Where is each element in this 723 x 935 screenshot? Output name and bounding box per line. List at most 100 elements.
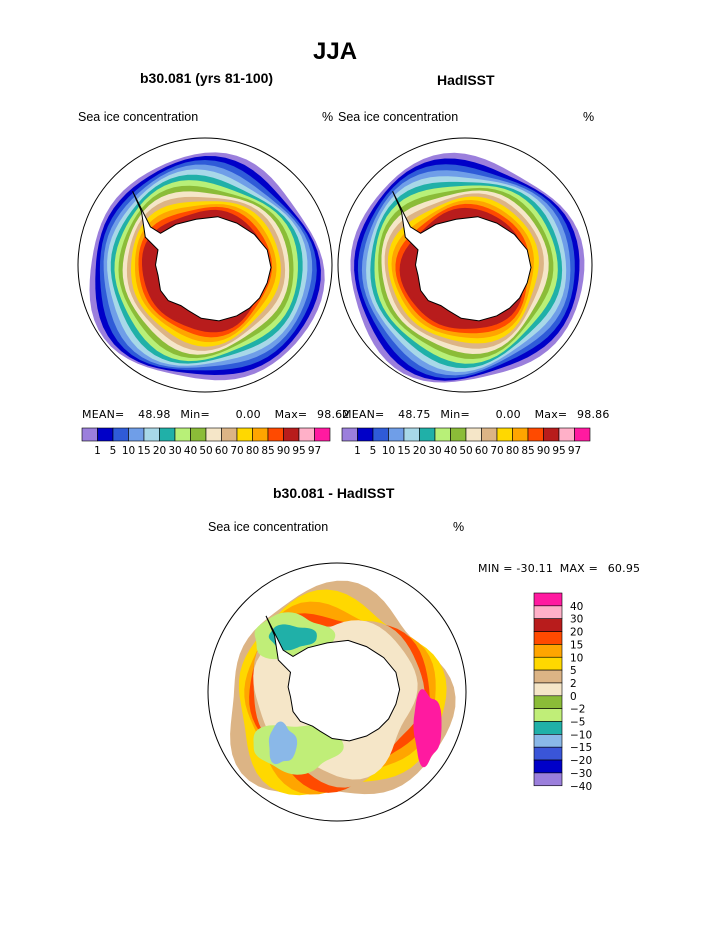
colorbar2-tick-label: 85 — [521, 445, 534, 457]
diff-colorbar-tick-label: −30 — [570, 768, 592, 780]
diff-colorbar-tick-label: −40 — [570, 781, 592, 793]
diff-colorbar-tick-label: 2 — [570, 678, 577, 690]
colorbar1-tick-label: 70 — [230, 445, 243, 457]
colorbar2-swatch — [574, 427, 591, 442]
diff-colorbar-swatch — [533, 759, 563, 774]
colorbar2-tick-label: 70 — [490, 445, 503, 457]
diff-max-label: MAX = — [559, 562, 599, 575]
colorbar2-swatch — [450, 427, 467, 442]
colorbar2-tick-label: 95 — [552, 445, 565, 457]
map-boundary — [207, 562, 467, 822]
diff-colorbar-tick-label: 30 — [570, 614, 583, 626]
colorbar2-tick-label: 97 — [568, 445, 581, 457]
panel1-min-value: 0.00 — [235, 408, 261, 421]
diff-colorbar-swatch — [533, 734, 563, 748]
panel2-units-label: % — [583, 110, 595, 124]
colorbar2-tick-label: 40 — [444, 445, 457, 457]
colorbar2-swatch — [434, 427, 451, 442]
colorbar1-tick-label: 15 — [137, 445, 150, 457]
diff-colorbar-tick-label: −20 — [570, 755, 592, 767]
panel2-variable-label: Sea ice concentration — [338, 110, 459, 124]
colorbar1-tick-label: 10 — [122, 445, 135, 457]
panel1-variable-label: Sea ice concentration — [78, 110, 199, 124]
diff-colorbar-swatch — [533, 631, 563, 645]
diff-colorbar-tick-label: 40 — [570, 601, 583, 613]
panel2-mean-value: 48.75 — [398, 408, 431, 421]
colorbar1-tick-label: 60 — [215, 445, 228, 457]
colorbar1-tick-label: 5 — [110, 445, 117, 457]
colorbar1-swatch — [81, 427, 98, 442]
diff-colorbar-swatch — [533, 682, 563, 697]
colorbar2-swatch — [558, 427, 575, 442]
colorbar2-tick-label: 30 — [428, 445, 441, 457]
diff-colorbar-tick-label: −5 — [570, 717, 585, 729]
diff-colorbar-swatch — [533, 746, 563, 761]
colorbar2-tick-label: 10 — [382, 445, 395, 457]
colorbar2-swatch — [481, 427, 498, 442]
colorbar1-tick-label: 85 — [261, 445, 274, 457]
diff-subtitle: b30.081 - HadISST — [273, 485, 395, 501]
diff-map — [207, 562, 467, 822]
colorbar2-tick-label: 15 — [397, 445, 410, 457]
diff-colorbar-tick-label: 5 — [570, 665, 577, 677]
colorbar1-swatch — [283, 427, 300, 442]
sic-map-2 — [337, 137, 593, 393]
colorbar1-tick-label: 1 — [94, 445, 101, 457]
panel2-subtitle: HadISST — [437, 72, 495, 88]
panel2-mean-label: MEAN= — [342, 408, 385, 421]
colorbar1-swatch — [314, 427, 331, 442]
colorbar1-swatch — [252, 427, 269, 442]
diff-colorbar-tick-label: 0 — [570, 691, 577, 703]
colorbar2-tick-label: 20 — [413, 445, 426, 457]
colorbar1-swatch — [267, 427, 284, 442]
diff-colorbar-swatch — [533, 708, 563, 722]
colorbar1-swatch — [174, 427, 191, 442]
diff-colorbar-tick-label: −10 — [570, 729, 592, 741]
panel1-stats: MEAN= 48.98 Min= 0.00 Max= 98.62 — [82, 408, 350, 421]
panel1-subtitle: b30.081 (yrs 81-100) — [140, 70, 274, 86]
panel2-stats: MEAN= 48.75 Min= 0.00 Max= 98.86 — [342, 408, 610, 421]
diff-minmax: MIN = -30.11 MAX = 60.95 — [478, 562, 640, 575]
map-boundary — [337, 137, 593, 393]
diff-colorbar-swatch — [533, 618, 563, 632]
colorbar2-swatch — [403, 427, 420, 442]
colorbar1-swatch — [298, 427, 315, 442]
colorbar1-tick-label: 80 — [246, 445, 259, 457]
colorbar2-swatch — [512, 427, 529, 442]
colorbar2-swatch — [527, 427, 544, 442]
sic-map-1 — [77, 137, 333, 393]
diff-colorbar-tick-label: 15 — [570, 639, 583, 651]
diff-colorbar-swatch — [533, 644, 563, 658]
diff-units-label: % — [453, 520, 465, 534]
colorbar1-tick-label: 20 — [153, 445, 166, 457]
colorbar2-tick-label: 60 — [475, 445, 488, 457]
diff-variable-label: Sea ice concentration — [208, 520, 329, 534]
diff-max-value: 60.95 — [607, 562, 641, 575]
panel1-units-label: % — [322, 110, 334, 124]
panel1-min-label: Min= — [180, 408, 210, 421]
diff-colorbar-swatch — [533, 669, 563, 684]
colorbar2-swatch — [543, 427, 560, 442]
antarctica-landmass — [392, 191, 532, 322]
diff-colorbar-swatch — [533, 656, 563, 671]
colorbar2-swatch — [341, 427, 358, 442]
colorbar1-swatch — [143, 427, 160, 442]
antarctica-landmass — [132, 191, 272, 322]
panel2-max-value: 98.86 — [577, 408, 610, 421]
panel1-max-label: Max= — [274, 408, 308, 421]
diff-min-value: -30.11 — [516, 562, 554, 575]
colorbar1-tick-label: 50 — [199, 445, 212, 457]
panel1-mean-value: 48.98 — [138, 408, 171, 421]
diff-colorbar-swatch — [533, 772, 563, 787]
panel1-max-value: 98.62 — [317, 408, 350, 421]
colorbar2-tick-label: 1 — [354, 445, 361, 457]
colorbar1-swatch — [112, 427, 129, 442]
colorbar1-tick-label: 40 — [184, 445, 197, 457]
colorbar1-swatch — [236, 427, 253, 442]
diff-colorbar-tick-label: −15 — [570, 742, 592, 754]
colorbar1-swatch — [190, 427, 207, 442]
maps-layer — [77, 137, 593, 822]
diff-contour-band — [268, 624, 317, 651]
colorbar1-swatch — [128, 427, 145, 442]
antarctica-landmass — [265, 615, 401, 742]
